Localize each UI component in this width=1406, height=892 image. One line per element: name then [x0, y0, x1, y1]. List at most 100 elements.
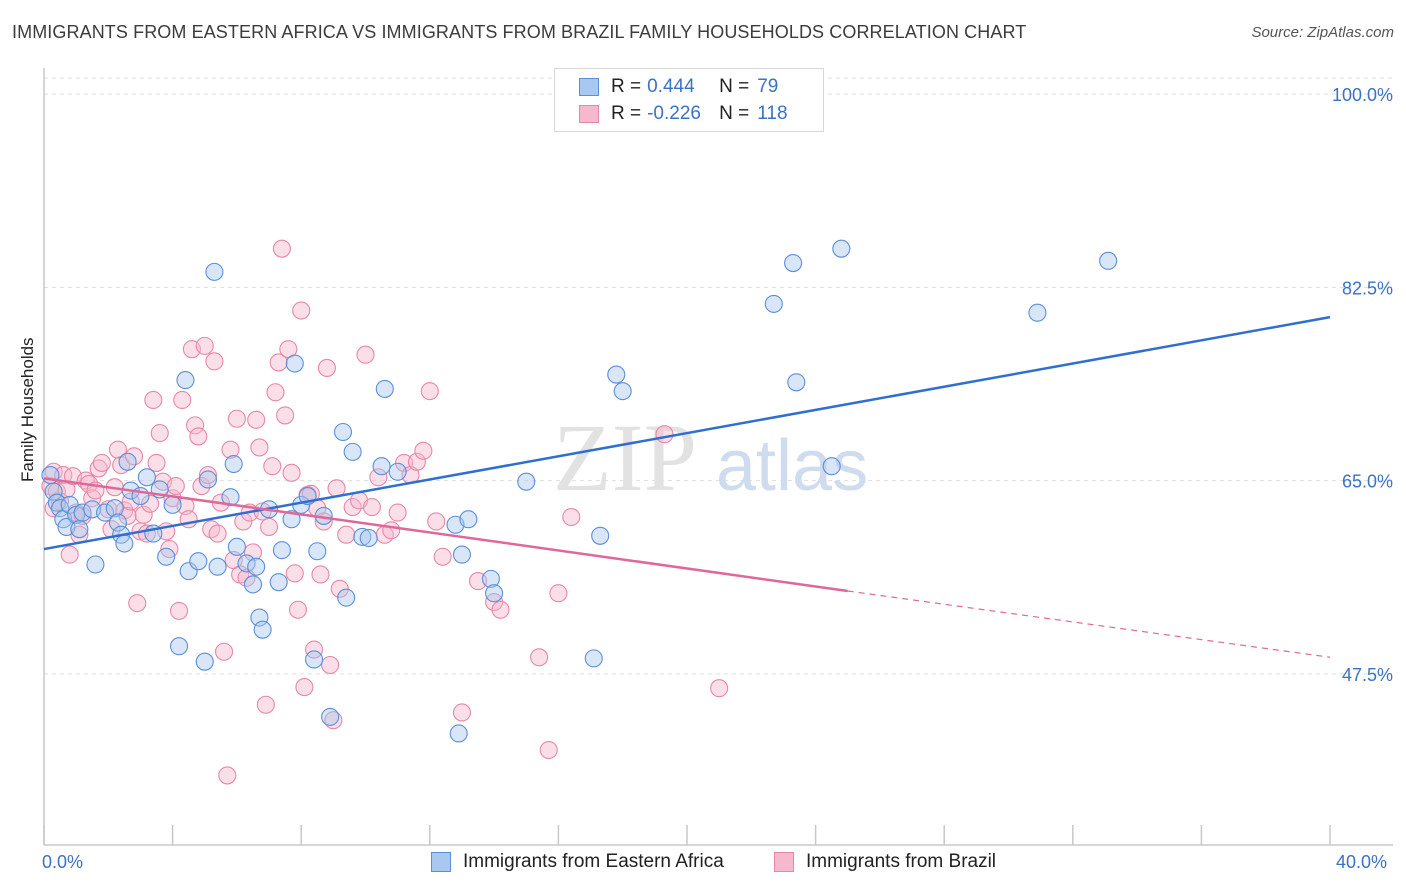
- legend-n-value: 118: [757, 103, 788, 124]
- eastern-africa-point-73: [787, 373, 806, 392]
- trend-brazil-extrapolated: [847, 590, 1331, 658]
- eastern-africa-point-43: [272, 541, 291, 560]
- brazil-point-52: [208, 524, 227, 543]
- brazil-point-45: [186, 416, 205, 435]
- x-tick-min: 0.0%: [42, 852, 84, 872]
- eastern-africa-point-69: [607, 365, 626, 384]
- y-axis-label: Family Households: [18, 337, 37, 482]
- brazil-point-67: [256, 695, 275, 714]
- chart-title: IMMIGRANTS FROM EASTERN AFRICA VS IMMIGR…: [12, 22, 1027, 42]
- eastern-africa-point-23: [157, 547, 176, 566]
- brazil-point-47: [192, 477, 211, 496]
- brazil-point-112: [539, 740, 558, 760]
- brazil-point-79: [295, 678, 314, 697]
- trend-lines: [43, 315, 1331, 658]
- legend-n-label: N =: [719, 103, 750, 124]
- brazil-point-105: [427, 512, 446, 531]
- eastern-africa-point-25: [169, 637, 189, 656]
- eastern-africa-point-13: [105, 499, 124, 518]
- brazil-point-92: [343, 498, 362, 517]
- legend-row-brazil: R = -0.226 N = 118: [579, 101, 788, 127]
- brazil-point-82: [305, 640, 324, 659]
- y-tick-label-3: 100.0%: [1332, 85, 1393, 105]
- brazil-point-111: [530, 648, 549, 667]
- brazil-point-75: [282, 463, 301, 482]
- brazil-point-72: [272, 239, 291, 258]
- brazil-point-99: [388, 503, 407, 522]
- brazil-point-21: [108, 440, 127, 459]
- legend-swatch-pink: [579, 105, 599, 123]
- eastern-africa-point-76: [1028, 303, 1047, 322]
- legend-n-value: 79: [757, 76, 779, 97]
- eastern-africa-point-66: [517, 472, 536, 491]
- brazil-point-55: [218, 766, 237, 785]
- brazil-point-69: [263, 457, 282, 476]
- brazil-point-16: [89, 459, 108, 478]
- brazil-point-78: [292, 301, 311, 320]
- brazil-point-102: [407, 452, 426, 471]
- brazil-point-95: [362, 498, 381, 517]
- series-legend: Immigrants from Eastern Africa Immigrant…: [0, 851, 1406, 879]
- brazil-point-31: [141, 494, 160, 513]
- legend-swatch-blue: [431, 852, 451, 872]
- brazil-point-70: [266, 383, 285, 402]
- brazil-point-116: [710, 679, 729, 698]
- brazil-point-90: [330, 579, 349, 598]
- eastern-africa-point-70: [613, 382, 632, 401]
- brazil-point-48: [195, 336, 214, 355]
- eastern-africa-point-77: [1099, 251, 1118, 270]
- eastern-africa-point-56: [359, 528, 378, 548]
- eastern-africa-point-64: [481, 569, 500, 588]
- brazil-point-84: [311, 565, 330, 584]
- eastern-africa-point-67: [584, 649, 603, 668]
- eastern-africa-point-1: [44, 482, 63, 501]
- brazil-point-64: [247, 410, 266, 429]
- legend-n-label: N =: [719, 76, 750, 97]
- brazil-point-76: [285, 564, 304, 583]
- legend-label-brazil: Immigrants from Brazil: [806, 851, 997, 872]
- brazil-point-63: [243, 543, 263, 562]
- brazil-point-40: [169, 601, 189, 620]
- eastern-africa-point-8: [70, 520, 89, 539]
- eastern-africa-point-35: [227, 537, 246, 556]
- legend-row-eastern-africa: R = 0.444 N = 79: [579, 74, 778, 100]
- eastern-africa-point-57: [372, 457, 391, 476]
- brazil-point-115: [655, 425, 674, 444]
- eastern-africa-point-29: [195, 652, 214, 671]
- brazil-point-32: [144, 390, 163, 410]
- eastern-africa-point-38: [247, 557, 266, 576]
- brazil-point-107: [452, 703, 472, 722]
- y-tick-label-2: 82.5%: [1342, 278, 1393, 298]
- brazil-point-91: [337, 525, 356, 544]
- eastern-africa-point-26: [176, 371, 195, 390]
- y-tick-label-1: 65.0%: [1342, 472, 1393, 492]
- watermark-zip: ZIP: [553, 404, 697, 511]
- brazil-point-34: [150, 424, 169, 443]
- brazil-point-113: [549, 584, 568, 603]
- brazil-point-68: [259, 517, 279, 537]
- brazil-point-27: [128, 594, 147, 613]
- legend-r-label: R =: [611, 76, 642, 97]
- brazil-point-29: [134, 505, 153, 524]
- brazil-point-39: [166, 477, 185, 496]
- eastern-africa-point-74: [822, 457, 841, 476]
- legend-r-label: R =: [611, 103, 642, 124]
- trend-eastern-africa: [43, 315, 1331, 551]
- eastern-africa-point-54: [343, 442, 362, 461]
- eastern-africa-point-31: [205, 262, 224, 281]
- eastern-africa-point-32: [208, 557, 227, 576]
- eastern-africa-point-12: [96, 503, 115, 522]
- eastern-africa-point-65: [485, 584, 504, 603]
- eastern-africa-point-45: [285, 354, 304, 373]
- trend-brazil: [43, 477, 848, 593]
- watermark-atlas: atlas: [716, 426, 868, 506]
- brazil-point-94: [356, 345, 375, 364]
- eastern-africa-point-48: [305, 650, 324, 669]
- brazil-point-49: [198, 466, 218, 485]
- eastern-africa-point-37: [243, 575, 263, 594]
- legend-swatch-pink: [774, 852, 794, 872]
- eastern-africa-point-16: [115, 534, 134, 553]
- brazil-point-46: [189, 427, 208, 446]
- y-tick-labels: 47.5% 65.0% 82.5% 100.0%: [1332, 85, 1393, 685]
